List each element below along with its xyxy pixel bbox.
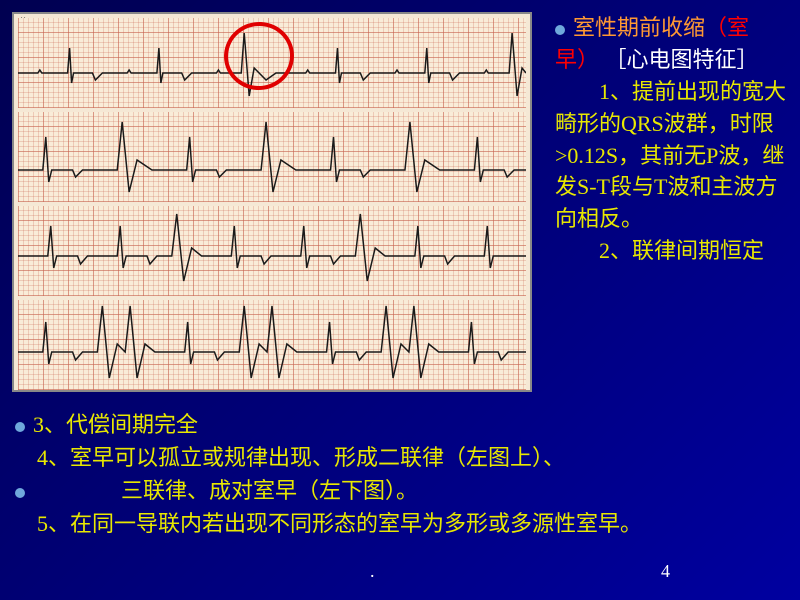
title-part3: ［心电图特征］ [599,47,759,72]
ecg-trace-3 [18,214,526,281]
bullet-icon [15,422,25,432]
ecg-strip-3 [18,206,526,296]
ecg-trace-2 [18,122,526,192]
ecg-trace-4 [18,306,526,378]
bottom-l4: 4、室早可以孤立或规律出现、形成二联律（左图上）、 [15,441,785,474]
bottom-panel: 3、代偿间期完全 4、室早可以孤立或规律出现、形成二联律（左图上）、 三联律、成… [15,408,785,540]
bottom-l3: 3、代偿间期完全 [33,412,198,437]
right-panel: 室性期前收缩（室早） ［心电图特征］ 1、提前出现的宽大畸形的QRS波群，时限>… [555,12,790,267]
title-part1: 室性期前收缩 [573,15,705,40]
bullet-icon [555,25,565,35]
page-number: 4 [661,561,670,582]
page-dot: . [370,561,375,582]
bottom-l5: 三联律、成对室早（左下图）。 [33,478,418,503]
bottom-l6: 5、在同一导联内若出现不同形态的室早为多形或多源性室早。 [15,507,785,540]
ecg-figure: II [12,12,532,392]
right-line-1: 1、提前出现的宽大畸形的QRS波群，时限>0.12S，其前无P波，继发S-T段与… [555,76,790,235]
ecg-strip-4 [18,300,526,390]
bullet-icon [15,488,25,498]
right-line-2: 2、联律间期恒定 [555,235,790,267]
ecg-strip-2 [18,112,526,202]
